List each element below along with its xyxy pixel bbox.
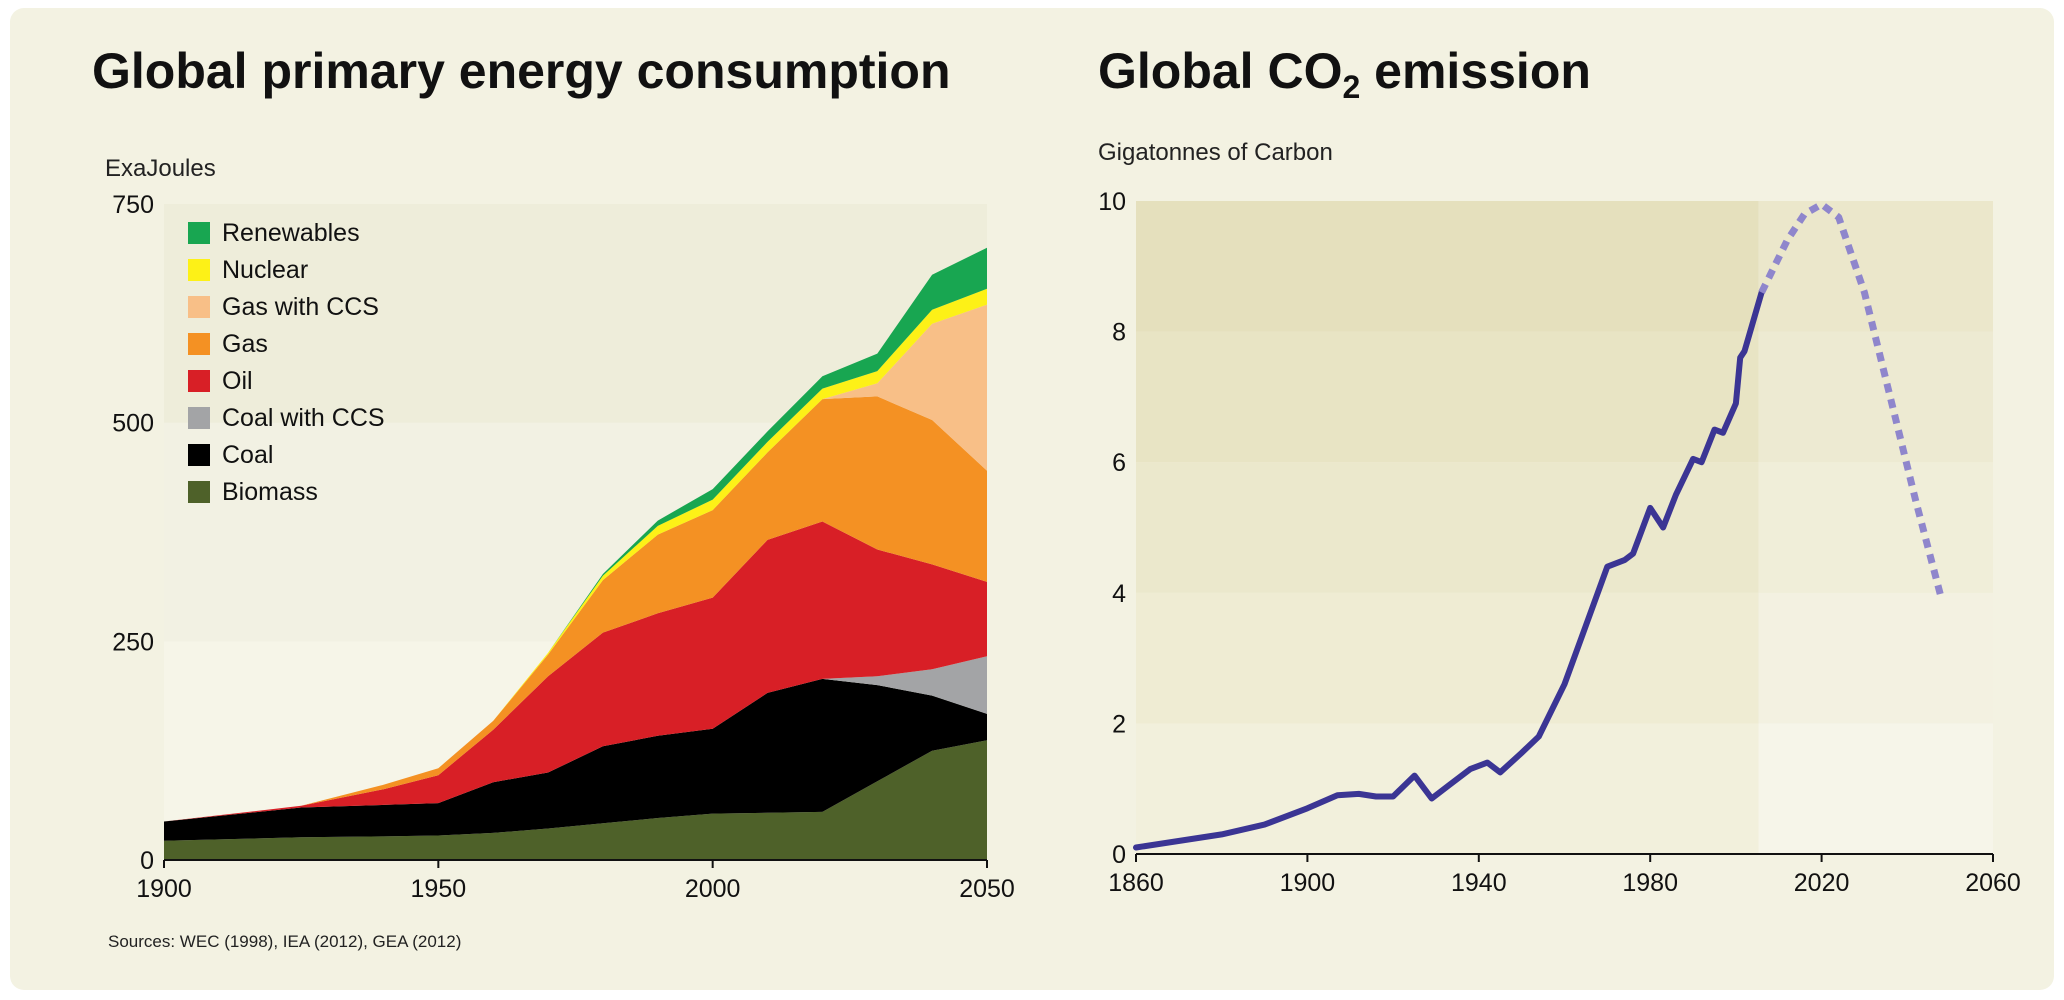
energy-x-tick-label: 2000 — [685, 875, 741, 903]
co2-band-historical — [1136, 462, 1759, 593]
legend-label-gas-with-ccs: Gas with CCS — [222, 293, 379, 321]
energy-y-tick-label: 250 — [112, 628, 154, 656]
co2-band-projection — [1758, 592, 1993, 724]
figure-canvas: Global primary energy consumption ExaJou… — [92, 43, 2021, 951]
energy-y-tick-label: 500 — [112, 410, 154, 438]
legend-swatch-coal-with-ccs — [188, 407, 210, 429]
co2-plot-background — [1136, 201, 1993, 854]
co2-x-tick-label: 1900 — [1280, 869, 1336, 897]
area-oil — [164, 521, 987, 822]
legend-swatch-gas-with-ccs — [188, 296, 210, 318]
co2-y-tick-label: 2 — [1112, 710, 1126, 738]
area-nuclear — [164, 288, 987, 822]
co2-x-tick-label: 2060 — [1965, 869, 2021, 897]
co2-axes: 1860 1900 1940 1980 2020 2060 0 2 4 6 8 10 — [1098, 188, 2021, 897]
co2-y-tick-label: 6 — [1112, 449, 1126, 477]
legend-swatch-biomass — [188, 481, 210, 503]
legend-swatch-gas — [188, 333, 210, 355]
co2-lines — [1133, 200, 1945, 851]
co2-title-subscript: 2 — [1342, 69, 1360, 105]
co2-x-tick-label: 1860 — [1108, 869, 1164, 897]
legend-label-coal: Coal — [222, 441, 273, 469]
co2-chart-title: Global CO2 emission — [1098, 43, 1591, 105]
energy-x-tick-label: 1900 — [136, 875, 192, 903]
legend-label-biomass: Biomass — [222, 478, 318, 506]
energy-y-axis-label: ExaJoules — [105, 155, 216, 182]
energy-legend: Renewables Nuclear Gas with CCS Gas Oil Coal … — [188, 219, 385, 506]
area-gas — [164, 396, 987, 822]
co2-line-projection — [1758, 200, 1945, 601]
energy-chart: Global primary energy consumption ExaJou… — [92, 43, 1015, 951]
legend-label-renewables: Renewables — [222, 219, 360, 247]
co2-x-tick-label: 1940 — [1451, 869, 1507, 897]
energy-x-tick-label: 1950 — [411, 875, 467, 903]
legend-label-nuclear: Nuclear — [222, 256, 308, 284]
area-gas-with-ccs — [164, 304, 987, 822]
co2-y-tick-label: 4 — [1112, 580, 1126, 608]
co2-line-historical — [1133, 289, 1765, 851]
co2-y-tick-label: 0 — [1112, 841, 1126, 869]
legend-label-coal-with-ccs: Coal with CCS — [222, 404, 385, 432]
co2-band-projection — [1758, 201, 1993, 332]
infographic-card: Global primary energy consumption ExaJou… — [10, 8, 2054, 990]
energy-y-tick-label: 750 — [112, 191, 154, 219]
legend-swatch-oil — [188, 370, 210, 392]
area-biomass — [164, 740, 987, 860]
co2-band-historical — [1136, 201, 1759, 332]
legend-label-oil: Oil — [222, 367, 253, 395]
co2-title-suffix: emission — [1360, 43, 1591, 99]
co2-band-projection — [1758, 723, 1993, 854]
legend-label-gas: Gas — [222, 330, 268, 358]
legend-swatch-nuclear — [188, 259, 210, 281]
co2-x-tick-label: 2020 — [1794, 869, 1850, 897]
energy-axes: 1900 1950 2000 2050 0 250 500 750 — [112, 191, 1015, 903]
co2-chart: Global CO2 emission Gigatonnes of Carbon… — [1098, 43, 2021, 897]
energy-x-tick-label: 2050 — [959, 875, 1015, 903]
energy-chart-title: Global primary energy consumption — [92, 43, 951, 99]
co2-band-projection — [1758, 331, 1993, 463]
legend-swatch-renewables — [188, 222, 210, 244]
co2-title-main: Global CO — [1098, 43, 1342, 99]
co2-x-tick-label: 1980 — [1622, 869, 1678, 897]
co2-band-projection — [1758, 462, 1993, 593]
energy-source-note: Sources: WEC (1998), IEA (2012), GEA (20… — [108, 932, 461, 951]
legend-swatch-coal — [188, 444, 210, 466]
co2-y-tick-label: 8 — [1112, 319, 1126, 347]
energy-y-tick-label: 0 — [140, 847, 154, 875]
co2-band-historical — [1136, 592, 1759, 724]
co2-band-historical — [1136, 331, 1759, 463]
area-coal — [164, 678, 987, 841]
co2-y-tick-label: 10 — [1098, 188, 1126, 216]
energy-areas — [164, 247, 987, 860]
co2-y-axis-label: Gigatonnes of Carbon — [1098, 139, 1333, 166]
